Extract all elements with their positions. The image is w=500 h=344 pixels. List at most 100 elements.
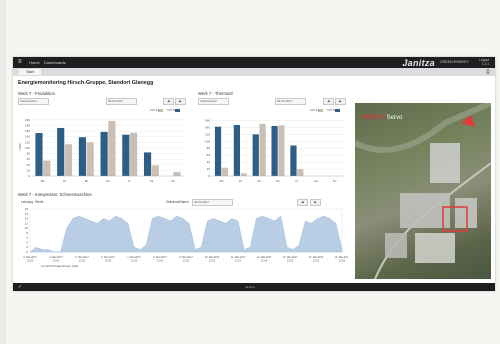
bar	[151, 165, 159, 176]
bottom-bar: ✓ Janitza	[13, 283, 495, 291]
x-tick-label: Mi	[85, 179, 88, 183]
bar	[173, 172, 181, 176]
x-tick-label: 9. Mai 2017	[179, 255, 193, 259]
x-tick-sublabel: 12:00	[131, 259, 138, 263]
hamburger-menu-icon[interactable]: ≡	[18, 59, 22, 65]
y-tick-label: 0	[28, 174, 30, 178]
print-icon[interactable]: ⎙	[485, 69, 490, 75]
panel3-date-field[interactable]: 09.04.2017	[192, 199, 233, 206]
bar	[233, 124, 240, 176]
bar	[252, 134, 259, 176]
bar	[35, 133, 43, 176]
x-tick-sublabel: 12:00	[339, 259, 346, 263]
panel1-type-select[interactable]: Verbrauchen	[18, 98, 49, 105]
y-tick-label: 80	[27, 152, 31, 156]
bar	[130, 132, 138, 176]
x-tick-sublabel: 12:00	[235, 259, 242, 263]
y-tick-label: 18	[25, 207, 29, 211]
y-tick-label: 20	[207, 167, 211, 171]
nav-home[interactable]: Home	[29, 60, 40, 65]
panel1-date-field[interactable]: 09.04.2017	[106, 98, 137, 105]
panel2-legend-swatch-prev	[318, 109, 323, 112]
panel1-legend-swatch-current	[175, 109, 180, 112]
y-tick-label: 120	[25, 140, 30, 144]
x-tick-label: Mi	[258, 179, 261, 183]
x-tick-sublabel: 12:00	[157, 259, 164, 263]
tab-start[interactable]: Start	[19, 69, 41, 75]
login-info[interactable]: Logout 1.2.1	[479, 58, 489, 66]
bar	[278, 125, 285, 176]
x-tick-label: 6. Mai 2017	[101, 255, 115, 259]
panel1-legend-prev: KW 14	[150, 108, 160, 112]
x-tick-label: 3. Mai 2017	[23, 255, 37, 259]
panel1-title: Werk 7 - Produktion	[18, 91, 55, 96]
aerial-map-image[interactable]: HIRSCH Servo	[355, 103, 491, 279]
bar	[214, 126, 222, 176]
panel1-legend-current: KW 15	[167, 108, 177, 112]
bar	[290, 145, 297, 176]
x-tick-label: Mo	[41, 179, 45, 183]
x-tick-sublabel: 12:00	[79, 259, 86, 263]
x-tick-sublabel: 12:00	[183, 259, 190, 263]
panel1-prev-button[interactable]: ◀	[163, 98, 174, 105]
y-axis-label: kWh	[18, 143, 22, 149]
panel2-legend-prev: KW 14	[310, 108, 320, 112]
y-tick-label: 60	[207, 153, 211, 157]
check-icon: ✓	[18, 284, 23, 290]
x-tick-label: Do	[276, 179, 280, 183]
x-tick-label: 14. Mai 2017	[309, 255, 325, 259]
panel2-type-select[interactable]: Verbrauchen	[198, 98, 229, 105]
x-tick-sublabel: 12:00	[105, 259, 112, 263]
x-tick-sublabel: 12:00	[53, 259, 60, 263]
panel2-date-field[interactable]: 09.04.2017	[275, 98, 306, 105]
panel2-legend-swatch-current	[335, 109, 340, 112]
x-tick-sublabel: 12:00	[313, 259, 320, 263]
bar	[64, 144, 73, 176]
y-tick-label: 100	[25, 146, 30, 150]
bar	[271, 126, 278, 176]
y-tick-label: 16	[25, 212, 29, 216]
x-tick-sublabel: 12:00	[287, 259, 294, 263]
y-tick-label: 8	[26, 231, 28, 235]
y-tick-label: 160	[25, 129, 30, 133]
nav-dashboards[interactable]: Dashboards	[44, 60, 66, 65]
panel2-title: Werk 7 - Thermoöl	[198, 91, 233, 96]
x-tick-label: 11. Mai 2017	[231, 255, 246, 259]
y-tick-label: 60	[27, 157, 31, 161]
x-tick-label: 4. Mai 2017	[49, 255, 63, 259]
y-tick-label: 140	[205, 125, 210, 129]
bottom-bar-label: Janitza	[245, 285, 255, 289]
y-tick-label: 40	[27, 163, 31, 167]
bar	[297, 169, 304, 176]
panel2-next-button[interactable]: ▶	[335, 98, 346, 105]
y-tick-label: 140	[25, 135, 30, 139]
y-tick-label: 0	[208, 174, 210, 178]
map-company-logo: HIRSCH Servo	[362, 115, 403, 121]
panel3-footnote: Current/Voltage/Power (kW)	[41, 264, 79, 268]
panel1-next-button[interactable]: ▶	[175, 98, 186, 105]
x-tick-label: Sa	[150, 179, 154, 183]
x-tick-label: Do	[106, 179, 110, 183]
x-tick-label: 12. Mai 2017	[257, 255, 273, 259]
bar	[78, 137, 86, 176]
x-tick-label: Fr	[295, 179, 298, 183]
panel2-bar-chart: 0 20 40 60 80 100 120 140 160 Mo Di Mi Do Fr Sa So	[205, 118, 344, 183]
y-tick-label: 200	[25, 118, 30, 122]
y-tick-label: 0	[26, 250, 28, 254]
bar	[57, 127, 65, 176]
panel3-date-label: Zeitraum/Datum	[166, 200, 189, 204]
dashboard-screen: ≡ Home Dashboards Janitza GREEN·ENERGY L…	[13, 57, 495, 291]
bar	[43, 160, 51, 176]
page-title: Energiemonitoring Hirsch-Gruppe, Standor…	[18, 80, 154, 86]
x-tick-label: 13. Mai 2017	[283, 255, 299, 259]
x-tick-label: So	[171, 179, 175, 183]
bar	[100, 131, 108, 176]
bar	[221, 167, 228, 176]
tab-bar: Start ⎙	[13, 68, 495, 76]
panel2-prev-button[interactable]: ◀	[323, 98, 334, 105]
x-tick-sublabel: 12:00	[209, 259, 216, 263]
panel3-next-button[interactable]: ▶	[310, 199, 321, 206]
panel3-prev-button[interactable]: ◀	[297, 199, 308, 206]
x-tick-label: 8. Mai 2017	[153, 255, 167, 259]
